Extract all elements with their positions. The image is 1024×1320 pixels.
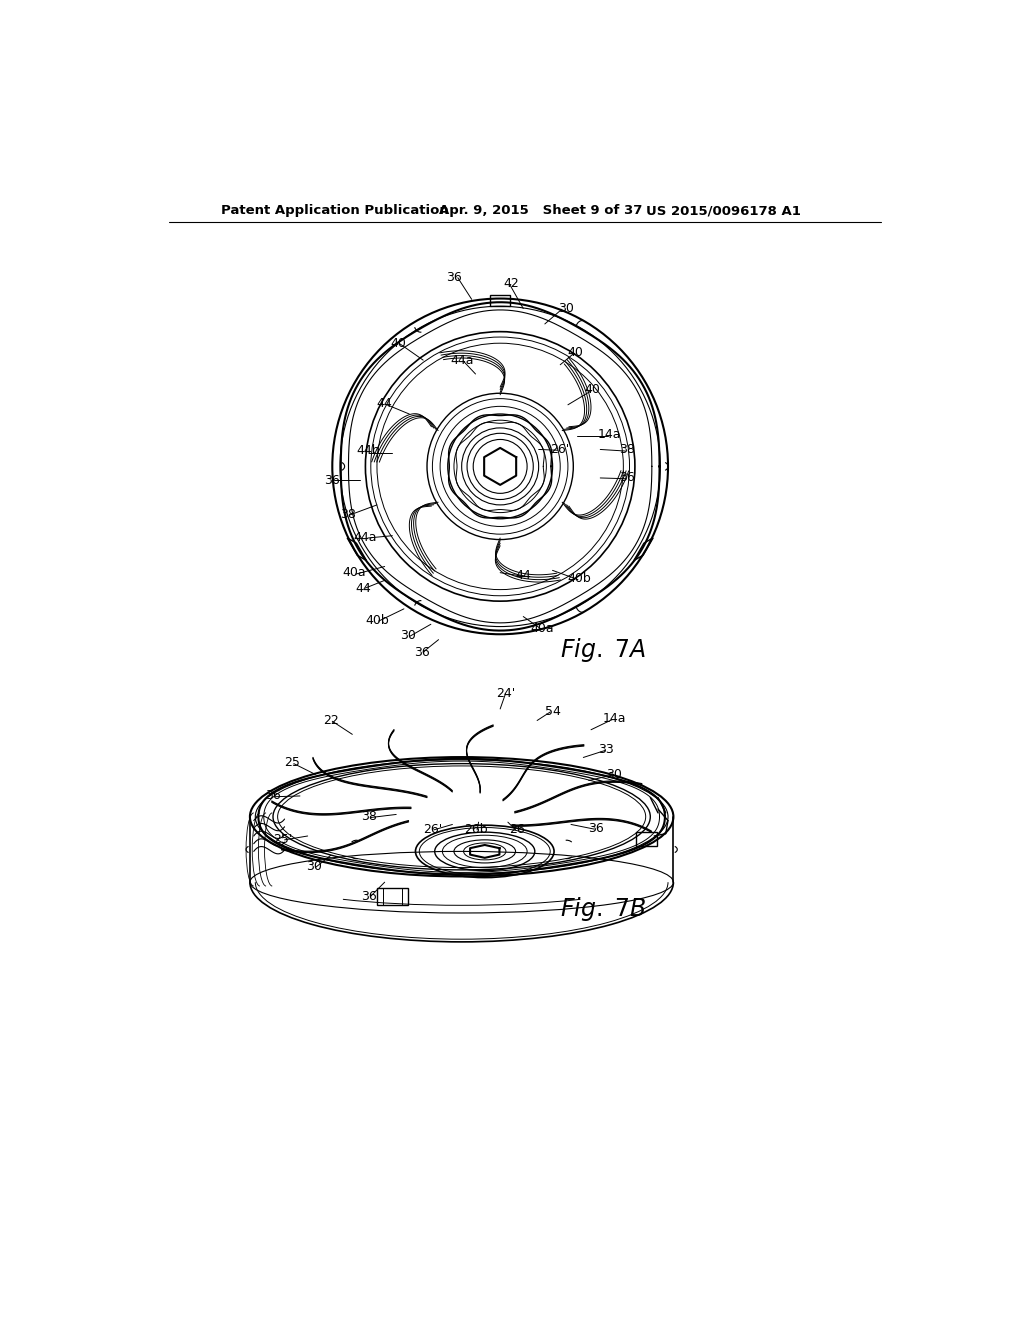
Text: 33: 33 (599, 743, 614, 756)
Text: 30: 30 (558, 302, 573, 315)
Text: 30: 30 (399, 630, 416, 643)
Text: 26: 26 (509, 824, 525, 837)
Text: 44a: 44a (450, 354, 473, 367)
Text: 42: 42 (504, 277, 519, 289)
Text: 14a: 14a (602, 713, 626, 726)
Text: 44b: 44b (356, 445, 380, 458)
Text: 36: 36 (325, 474, 340, 487)
Text: 40b: 40b (366, 614, 389, 627)
Text: Patent Application Publication: Patent Application Publication (221, 205, 450, 218)
Text: 26': 26' (423, 824, 442, 837)
Text: Apr. 9, 2015   Sheet 9 of 37: Apr. 9, 2015 Sheet 9 of 37 (438, 205, 642, 218)
Text: 44: 44 (355, 582, 371, 594)
Text: $\mathit{Fig.\ 7A}$: $\mathit{Fig.\ 7A}$ (560, 636, 647, 664)
Text: 25': 25' (273, 833, 293, 846)
Text: 40: 40 (567, 346, 584, 359)
Text: 36: 36 (361, 890, 377, 903)
Text: 36: 36 (414, 647, 429, 659)
Text: $\mathit{Fig.\ 7B}$: $\mathit{Fig.\ 7B}$ (560, 895, 647, 923)
Text: 26': 26' (551, 444, 569, 455)
Text: 36: 36 (589, 822, 604, 834)
Text: 24': 24' (496, 686, 515, 700)
Text: 40b: 40b (567, 572, 591, 585)
Text: 38: 38 (620, 444, 635, 455)
Text: 30: 30 (606, 768, 622, 781)
Text: US 2015/0096178 A1: US 2015/0096178 A1 (646, 205, 802, 218)
Text: 14a: 14a (598, 428, 622, 441)
Text: 44a: 44a (353, 531, 377, 544)
Text: 25: 25 (285, 756, 300, 770)
Text: 30: 30 (306, 861, 322, 874)
Text: 36: 36 (620, 471, 635, 484)
Text: 26b: 26b (464, 824, 487, 837)
Text: 38: 38 (361, 810, 377, 824)
Text: 54: 54 (545, 705, 560, 718)
Text: 44: 44 (377, 397, 392, 409)
Text: 36: 36 (265, 789, 281, 803)
Text: 40a: 40a (342, 566, 366, 579)
Text: 38: 38 (341, 508, 356, 520)
Text: 40: 40 (390, 337, 407, 350)
Text: 44: 44 (515, 569, 531, 582)
Text: 40: 40 (585, 383, 600, 396)
Text: 40a: 40a (530, 622, 554, 635)
Text: 36: 36 (446, 271, 462, 284)
Text: 22: 22 (323, 714, 339, 727)
